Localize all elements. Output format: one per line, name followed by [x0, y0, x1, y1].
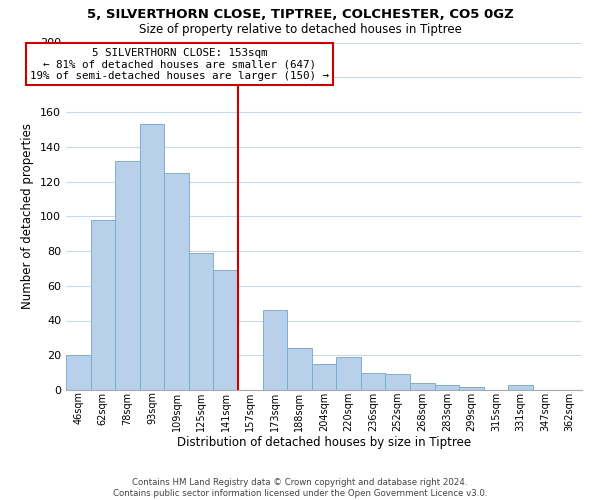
Bar	[164, 173, 189, 390]
Text: Size of property relative to detached houses in Tiptree: Size of property relative to detached ho…	[139, 22, 461, 36]
Bar	[336, 357, 361, 390]
X-axis label: Distribution of detached houses by size in Tiptree: Distribution of detached houses by size …	[177, 436, 471, 450]
Bar	[312, 364, 336, 390]
Bar	[459, 386, 484, 390]
Text: 5 SILVERTHORN CLOSE: 153sqm
← 81% of detached houses are smaller (647)
19% of se: 5 SILVERTHORN CLOSE: 153sqm ← 81% of det…	[30, 48, 329, 81]
Bar	[214, 270, 238, 390]
Bar	[287, 348, 312, 390]
Text: 5, SILVERTHORN CLOSE, TIPTREE, COLCHESTER, CO5 0GZ: 5, SILVERTHORN CLOSE, TIPTREE, COLCHESTE…	[86, 8, 514, 20]
Bar	[115, 160, 140, 390]
Bar	[361, 372, 385, 390]
Bar	[91, 220, 115, 390]
Text: Contains HM Land Registry data © Crown copyright and database right 2024.
Contai: Contains HM Land Registry data © Crown c…	[113, 478, 487, 498]
Bar	[189, 252, 214, 390]
Y-axis label: Number of detached properties: Number of detached properties	[22, 123, 34, 309]
Bar	[140, 124, 164, 390]
Bar	[263, 310, 287, 390]
Bar	[66, 355, 91, 390]
Bar	[410, 383, 434, 390]
Bar	[385, 374, 410, 390]
Bar	[508, 385, 533, 390]
Bar	[434, 385, 459, 390]
